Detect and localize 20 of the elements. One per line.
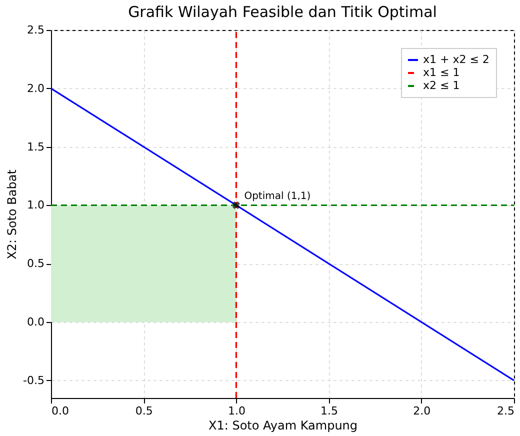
y-tick-label: 0.0	[27, 316, 44, 329]
x-tick-label: 0.0	[52, 404, 69, 418]
x-tick-label: 2.0	[413, 404, 431, 418]
annotation: Optimal (1,1)	[244, 191, 311, 202]
y-axis-title: X2: Soto Babat	[5, 169, 20, 260]
chart-title: Grafik Wilayah Feasible dan Titik Optimal	[128, 3, 437, 21]
legend-label: x2 ≤ 1	[423, 79, 460, 92]
y-tick-label: 0.5	[27, 257, 44, 270]
y-tick-label: 1.0	[27, 198, 44, 212]
y-tick-label: -0.5	[23, 374, 44, 387]
y-tick-label: 2.5	[27, 24, 44, 36]
y-tick-label: 1.5	[27, 140, 44, 154]
x-tick-label: 0.5	[135, 404, 153, 418]
x-tick-label: 2.5	[497, 404, 514, 418]
legend-label: x1 + x2 ≤ 2	[423, 53, 490, 66]
x-axis-title: X1: Soto Ayam Kampung	[208, 418, 358, 432]
legend-label: x1 ≤ 1	[423, 66, 460, 79]
y-tick-label: 2.0	[27, 82, 44, 95]
x-tick-label: 1.0	[228, 404, 246, 418]
x-tick-label: 1.5	[320, 404, 338, 418]
